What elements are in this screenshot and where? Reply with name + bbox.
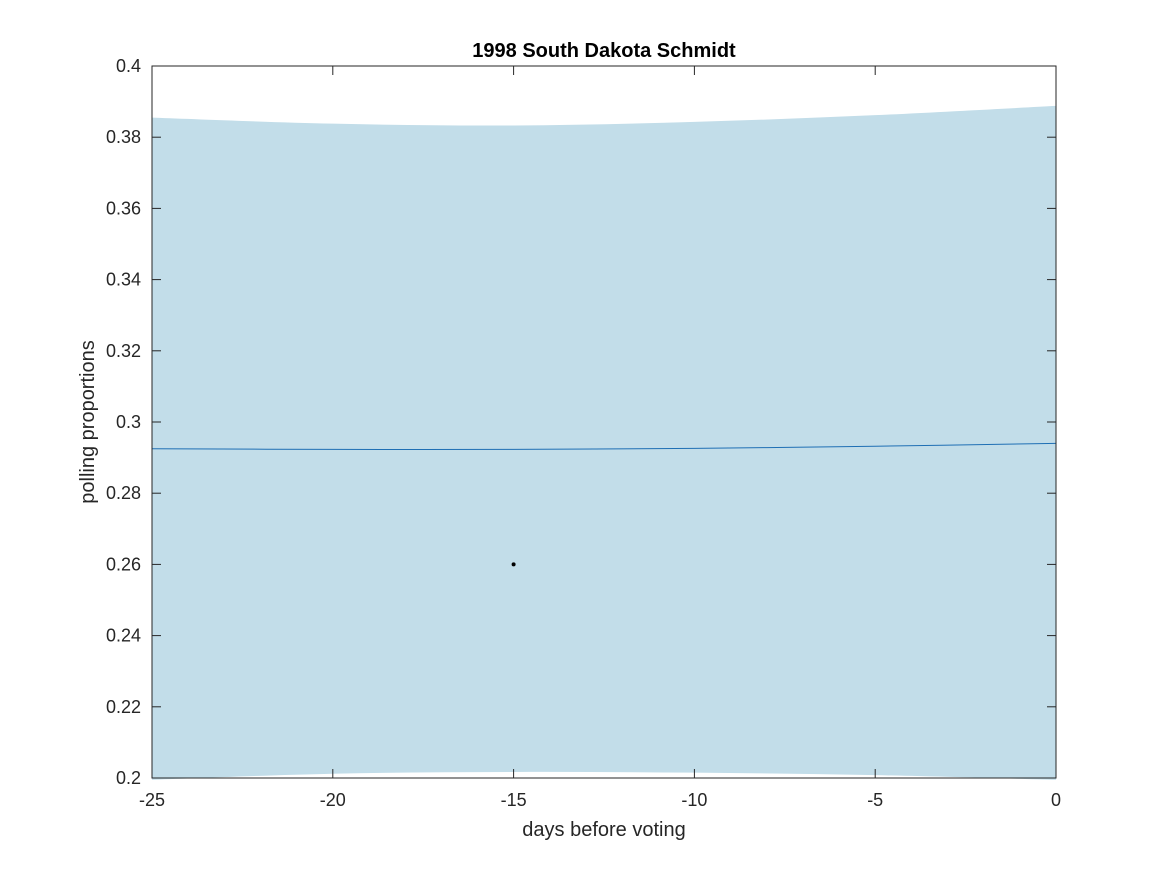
y-tick-label: 0.32 <box>106 341 141 361</box>
x-tick-label: -15 <box>501 790 527 810</box>
x-tick-label: -25 <box>139 790 165 810</box>
y-tick-label: 0.2 <box>116 768 141 788</box>
plot-area <box>151 105 1057 780</box>
y-tick-label: 0.24 <box>106 626 141 646</box>
y-tick-label: 0.38 <box>106 127 141 147</box>
chart-title: 1998 South Dakota Schmidt <box>472 40 736 62</box>
y-tick-label: 0.26 <box>106 554 141 574</box>
plot-frame <box>151 65 1057 779</box>
y-tick-label: 0.3 <box>116 412 141 432</box>
x-axis-label: days before voting <box>522 819 685 841</box>
x-tick-label: 0 <box>1051 790 1061 810</box>
y-tick-label: 0.34 <box>106 270 141 290</box>
x-tick-label: -10 <box>681 790 707 810</box>
x-tick-label: -20 <box>320 790 346 810</box>
y-tick-label: 0.4 <box>116 56 141 76</box>
x-tick-label: -5 <box>867 790 883 810</box>
series-line <box>151 442 1057 451</box>
poll-point <box>511 562 516 567</box>
y-tick-label: 0.36 <box>106 198 141 218</box>
confidence-band <box>152 105 1056 780</box>
y-axis-label: polling proportions <box>77 340 99 503</box>
y-tick-label: 0.22 <box>106 697 141 717</box>
y-tick-label: 0.28 <box>106 483 141 503</box>
